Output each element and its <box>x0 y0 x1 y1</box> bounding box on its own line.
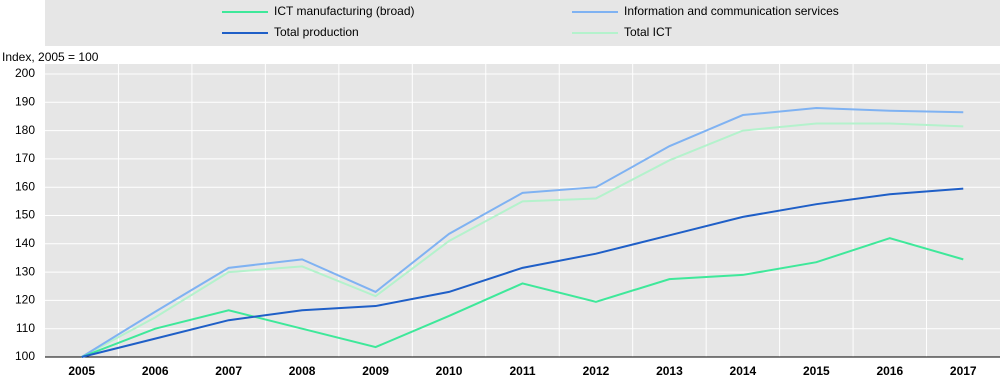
plot-area <box>45 64 1000 357</box>
x-tick-label: 2017 <box>950 364 977 378</box>
x-tick-label: 2013 <box>656 364 683 378</box>
series-line <box>81 106 964 358</box>
y-tick-label: 150 <box>15 208 35 222</box>
x-tick-label: 2016 <box>876 364 903 378</box>
y-tick-label: 100 <box>15 349 35 363</box>
x-tick-label: 2014 <box>730 364 757 378</box>
y-tick-label: 110 <box>16 321 35 335</box>
legend-box <box>45 0 1000 46</box>
series-line <box>81 187 964 358</box>
x-tick-label: 2012 <box>583 364 610 378</box>
y-tick-label: 200 <box>15 66 35 80</box>
x-tick-label: 2015 <box>803 364 830 378</box>
y-tick-label: 190 <box>15 94 35 108</box>
series-line <box>81 122 964 358</box>
legend-label: Total production <box>274 25 359 39</box>
x-tick-label: 2010 <box>436 364 463 378</box>
x-tick-label: 2011 <box>509 364 535 378</box>
y-tick-label: 160 <box>15 179 35 193</box>
x-tick-label: 2008 <box>289 364 316 378</box>
legend-label: Information and communication services <box>624 4 839 18</box>
legend-label: Total ICT <box>624 25 673 39</box>
x-tick-label: 2005 <box>68 364 95 378</box>
x-tick-label: 2007 <box>215 364 242 378</box>
series-line <box>81 237 964 358</box>
x-tick-label: 2009 <box>362 364 389 378</box>
legend-label: ICT manufacturing (broad) <box>274 4 415 18</box>
y-tick-label: 130 <box>15 264 35 278</box>
x-tick-label: 2006 <box>142 364 169 378</box>
y-tick-label: 120 <box>15 293 35 307</box>
y-tick-label: 170 <box>15 151 35 165</box>
y-axis-label: Index, 2005 = 100 <box>2 50 99 64</box>
y-tick-label: 180 <box>15 123 35 137</box>
y-tick-label: 140 <box>15 236 35 250</box>
